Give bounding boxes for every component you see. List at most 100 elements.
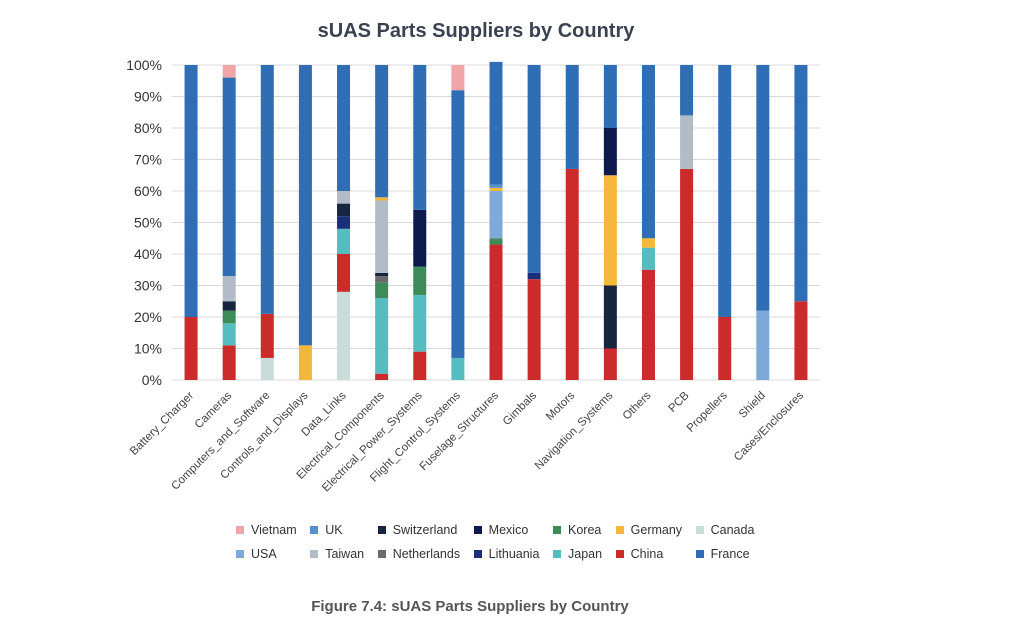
- bar-segment: [603, 65, 617, 128]
- bar-segment: [413, 294, 427, 352]
- bar-segment: [298, 345, 312, 380]
- bar-segment: [222, 345, 236, 380]
- bar-segment: [603, 285, 617, 349]
- legend-swatch: [310, 526, 319, 534]
- bar-segment: [413, 266, 427, 295]
- bar-segment: [489, 184, 503, 188]
- legend-swatch: [377, 526, 386, 534]
- bar-segment: [260, 65, 274, 314]
- bar-segment: [603, 348, 617, 380]
- chart-legend: Vietnam UK Switzerland Mexico Korea Germany Ca…: [236, 523, 756, 561]
- bar-segment: [489, 61, 503, 185]
- legend-label: China: [630, 547, 664, 561]
- legend-label: Taiwan: [325, 547, 365, 561]
- bar-segment: [222, 310, 236, 324]
- bar-segment: [641, 238, 655, 248]
- y-tick-label: 90%: [134, 89, 162, 105]
- bar-segment: [413, 65, 427, 210]
- legend-swatch: [553, 526, 561, 534]
- legend-label: Korea: [568, 523, 602, 537]
- legend-swatch: [236, 550, 244, 558]
- x-tick-label: Propellers: [685, 389, 730, 434]
- x-tick-label: Battery_Charger: [128, 390, 196, 458]
- bar-segment: [641, 65, 655, 239]
- chart-title: sUAS Parts Suppliers by Country: [317, 20, 635, 42]
- bar-segment: [260, 357, 274, 380]
- legend-swatch: [473, 526, 482, 534]
- x-tick-label: Others: [621, 389, 654, 422]
- legend-item: China: [615, 547, 684, 561]
- bar-segment: [565, 65, 579, 169]
- bar-segment: [527, 65, 541, 273]
- bar-segment: [756, 310, 770, 380]
- legend-label: Japan: [568, 547, 603, 561]
- bar-segment: [527, 279, 541, 380]
- x-tick-label: Fuselage_Structures: [418, 389, 502, 473]
- bar-segment: [718, 65, 732, 317]
- bar-segment: [451, 357, 465, 380]
- legend-item: UK: [310, 523, 365, 537]
- bar-segment: [222, 323, 236, 346]
- legend-item: Korea: [553, 523, 604, 537]
- bar-segment: [375, 298, 389, 374]
- bar-segment: [337, 228, 351, 254]
- bar-segment: [489, 244, 503, 380]
- bar-segment: [260, 313, 274, 358]
- legend-swatch: [695, 550, 704, 558]
- legend-item: USA: [236, 547, 298, 561]
- bar-segment: [375, 276, 389, 283]
- bar-segment: [718, 317, 732, 380]
- bar-segment: [489, 191, 503, 239]
- legend-swatch: [310, 550, 319, 558]
- bar-segment: [375, 373, 389, 380]
- bar-segment: [680, 168, 694, 380]
- y-tick-label: 100%: [126, 57, 162, 73]
- y-tick-label: 70%: [134, 152, 162, 168]
- bar-segment: [222, 276, 236, 302]
- legend-item: Vietnam: [236, 523, 298, 537]
- bar-segment: [489, 187, 503, 191]
- x-tick-label: Cases/Enclosures: [732, 389, 806, 463]
- bar-segment: [680, 65, 694, 116]
- bar-segment: [565, 168, 579, 380]
- y-tick-label: 50%: [134, 215, 162, 231]
- bar-segment: [375, 200, 389, 273]
- y-tick-label: 20%: [134, 309, 162, 325]
- bar-segment: [184, 65, 198, 317]
- figure-caption: Figure 7.4: sUAS Parts Suppliers by Coun…: [311, 598, 629, 615]
- legend-item: Canada: [695, 523, 756, 537]
- legend-item: Netherlands: [377, 547, 462, 561]
- x-tick-label: Gimbals: [501, 389, 539, 427]
- y-tick-label: 80%: [134, 120, 162, 136]
- bar-segment: [375, 272, 389, 277]
- bar-segment: [641, 247, 655, 270]
- bar-segment: [375, 282, 389, 299]
- legend-item: Japan: [553, 547, 604, 561]
- bar-segment: [794, 65, 808, 302]
- legend-item: Mexico: [473, 523, 541, 537]
- x-tick-label: Motors: [544, 389, 578, 423]
- legend-swatch: [236, 526, 244, 534]
- legend-label: UK: [325, 523, 343, 537]
- bar-segment: [641, 269, 655, 380]
- bar-segment: [527, 272, 541, 280]
- bar-segment: [375, 197, 389, 201]
- bar-segment: [756, 65, 770, 311]
- y-tick-label: 0%: [142, 372, 162, 388]
- x-tick-label: Navigation_Systems: [533, 389, 616, 472]
- bar-segment: [451, 90, 465, 358]
- y-tick-label: 60%: [134, 183, 162, 199]
- x-tick-label: PCB: [666, 389, 691, 414]
- bar-segment: [222, 77, 236, 277]
- bar-segment: [337, 203, 351, 217]
- bar-segment: [337, 216, 351, 229]
- legend-label: Vietnam: [251, 523, 297, 537]
- bar-segment: [680, 115, 694, 169]
- bar-segment: [413, 209, 427, 267]
- bar-segment: [451, 65, 465, 91]
- legend-label: Switzerland: [392, 523, 458, 537]
- legend-label: Netherlands: [392, 547, 461, 561]
- chart-plot: 0% 10% 20% 30% 40% 50% 60% 70% 80% 90% 100% Battery…: [126, 57, 820, 494]
- legend-swatch: [695, 526, 704, 534]
- legend-swatch: [615, 526, 624, 534]
